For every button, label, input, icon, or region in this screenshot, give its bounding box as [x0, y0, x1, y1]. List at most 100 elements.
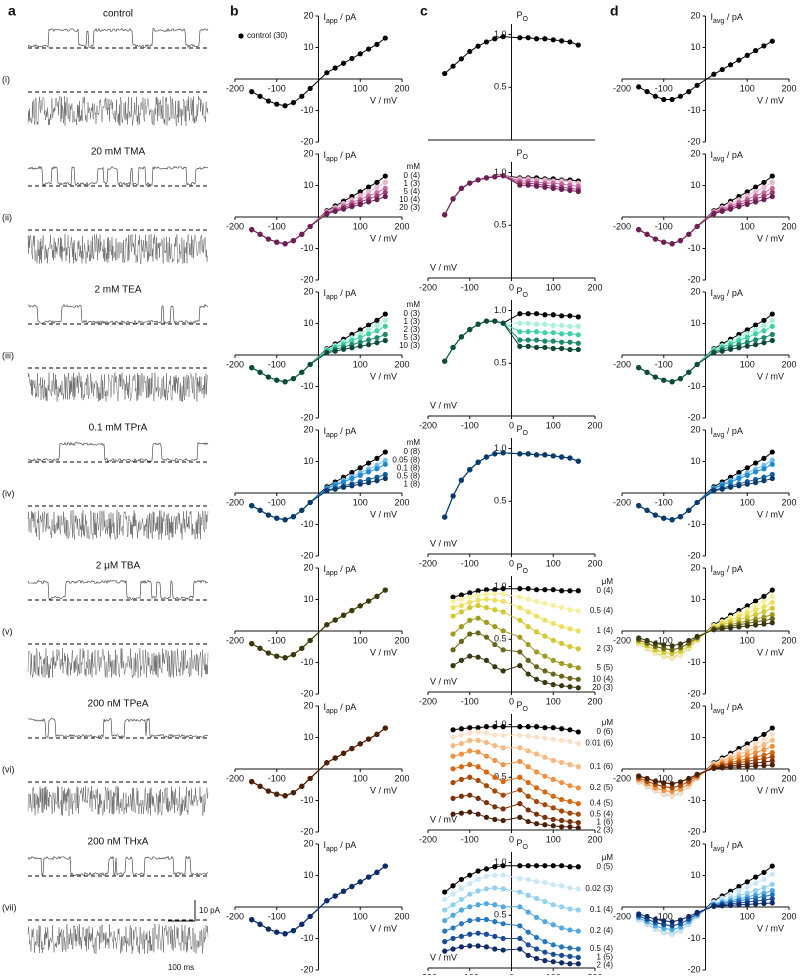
data-point	[450, 811, 456, 817]
data-point	[669, 643, 675, 649]
x-tick-label: -100	[268, 497, 286, 507]
y-axis-label-part: I	[711, 288, 714, 298]
data-point	[769, 311, 775, 317]
legend-label: 0.2 (4)	[590, 926, 613, 935]
x-tick-label: 100	[546, 696, 561, 706]
data-point	[500, 598, 506, 604]
data-point	[257, 369, 263, 375]
y-tick-label: -10	[300, 243, 313, 253]
data-point	[483, 587, 490, 593]
data-point	[575, 340, 581, 346]
current-trace	[27, 509, 209, 541]
data-point	[357, 339, 363, 345]
trace-title: 200 nM TPeA	[88, 699, 149, 710]
data-point	[357, 879, 363, 885]
data-point	[374, 41, 380, 47]
data-point	[382, 475, 388, 482]
x-tick-label: 100	[740, 221, 755, 231]
data-point	[736, 469, 742, 476]
data-point	[467, 467, 473, 473]
data-point	[661, 922, 667, 928]
data-point	[550, 757, 556, 764]
data-point	[559, 331, 565, 337]
data-point	[525, 671, 531, 677]
y-tick-label: 0.5	[494, 358, 507, 368]
data-point	[299, 645, 305, 651]
y-axis-label-part: / pA	[724, 288, 743, 298]
data-point	[677, 917, 684, 923]
data-point	[475, 615, 481, 621]
data-point	[567, 885, 573, 891]
data-point	[761, 621, 767, 627]
data-point	[753, 331, 759, 337]
data-point	[567, 727, 573, 733]
data-point	[669, 655, 675, 661]
series-line	[444, 320, 579, 362]
data-point	[567, 313, 573, 319]
data-point	[542, 735, 548, 741]
y-tick-label: -20	[687, 274, 700, 284]
data-point	[374, 322, 380, 328]
data-point	[500, 609, 506, 615]
data-point	[249, 227, 255, 233]
data-point	[736, 57, 742, 63]
data-point	[500, 732, 506, 738]
data-point	[450, 743, 456, 749]
data-point	[492, 919, 498, 925]
data-point	[550, 942, 556, 948]
data-point	[517, 946, 523, 952]
data-point	[736, 337, 742, 344]
current-trace	[27, 441, 209, 463]
data-point	[677, 376, 684, 382]
legend-label: 0.5 (8)	[397, 471, 420, 480]
data-point	[492, 757, 498, 764]
data-point	[644, 89, 650, 95]
data-point	[467, 594, 473, 600]
data-point	[736, 475, 742, 482]
data-point	[559, 737, 565, 743]
data-point	[719, 486, 725, 492]
data-point	[249, 917, 255, 923]
x-axis-label: V / mV	[757, 509, 784, 519]
data-point	[483, 769, 490, 775]
data-point	[349, 475, 355, 482]
data-point	[542, 587, 548, 593]
data-point	[517, 594, 523, 600]
data-point	[458, 933, 464, 939]
data-point	[366, 342, 372, 348]
data-point	[483, 591, 490, 597]
data-point	[769, 737, 775, 743]
y-tick-label: -10	[687, 795, 700, 805]
data-point	[769, 758, 775, 764]
data-point	[677, 641, 684, 647]
x-tick-label: 100	[353, 221, 368, 231]
data-point	[744, 339, 750, 345]
data-point	[761, 466, 767, 472]
data-point	[575, 928, 581, 934]
y-tick-label: -10	[687, 519, 700, 529]
data-point	[525, 609, 531, 615]
data-point	[517, 758, 523, 765]
current-trace	[27, 855, 209, 877]
data-point	[442, 928, 448, 934]
data-point	[525, 764, 531, 770]
data-point	[550, 725, 556, 731]
y-tick-label: 20	[303, 562, 313, 572]
data-point	[761, 604, 767, 610]
series-line	[452, 655, 579, 689]
data-point	[575, 685, 581, 691]
data-point	[550, 823, 556, 829]
data-point	[542, 617, 548, 623]
data-point	[761, 328, 767, 334]
data-point	[769, 38, 775, 44]
data-point	[450, 935, 456, 942]
x-tick-label: -100	[268, 773, 286, 783]
legend-title: mM	[407, 300, 421, 309]
data-point	[382, 185, 388, 191]
data-point	[567, 675, 573, 681]
data-point	[274, 515, 280, 521]
series-line	[444, 887, 579, 911]
current-trace	[27, 923, 209, 954]
y-axis-label-part: app	[326, 18, 338, 25]
data-point	[744, 606, 750, 613]
